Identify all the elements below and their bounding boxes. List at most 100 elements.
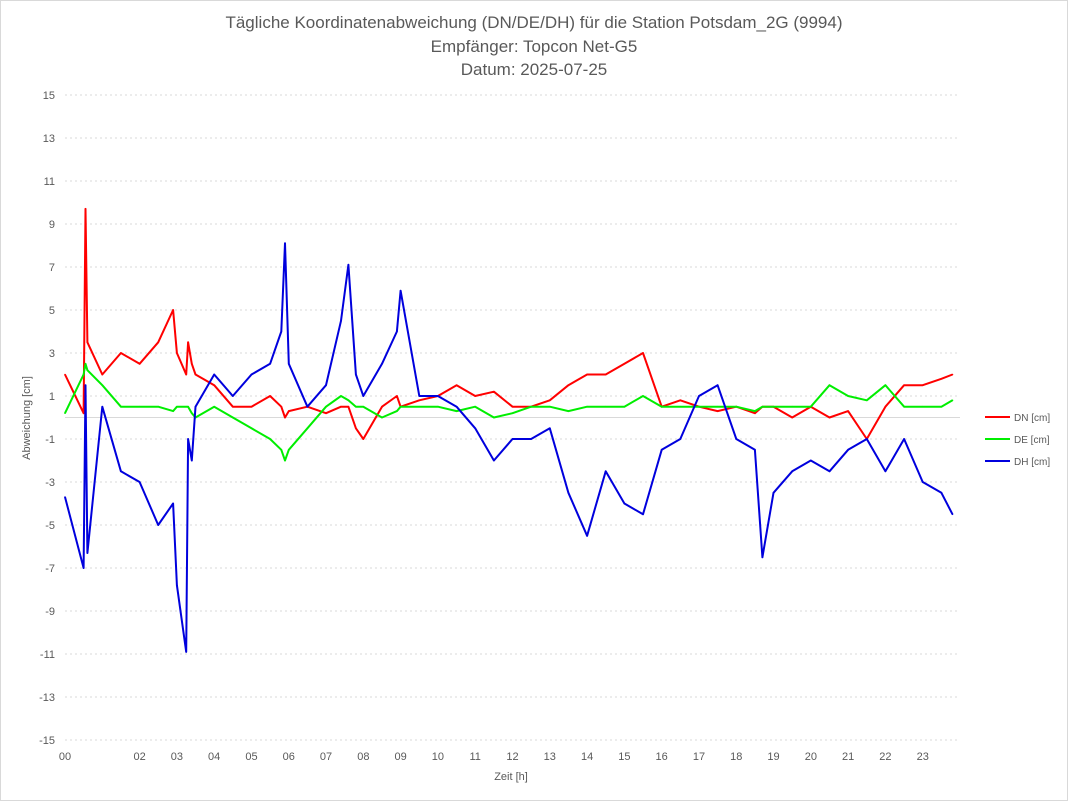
x-axis-label: Zeit [h] [494,771,528,783]
x-tick-label: 09 [395,751,407,763]
data-point [194,405,197,408]
y-tick-label: -9 [45,606,55,618]
data-point [191,412,193,415]
data-point [951,373,954,376]
legend-label: DN [cm] [1014,413,1050,424]
data-point [340,320,342,322]
data-point [172,502,174,505]
data-point [250,427,253,430]
data-point [604,405,607,408]
data-point [623,502,626,505]
x-tick-label: 21 [842,751,854,763]
gridlines [65,94,960,741]
data-point [642,395,644,397]
data-point [191,363,193,365]
data-point [381,405,383,408]
data-point [455,384,458,387]
data-point [549,427,551,430]
data-point [623,405,626,408]
data-point [940,378,943,380]
data-point [176,405,178,408]
data-point [921,384,924,387]
data-point [921,481,924,483]
data-point [754,412,756,415]
x-tick-label: 23 [917,751,929,763]
data-point [138,405,141,408]
data-point [84,208,87,210]
data-point [761,405,764,408]
y-tick-label: 15 [43,90,55,102]
data-point [84,384,87,387]
data-point [754,410,756,412]
data-point [735,438,738,440]
x-tick-label: 14 [581,751,593,763]
y-tick-label: 3 [49,348,55,360]
x-tick-label: 10 [432,751,444,763]
x-tick-label: 13 [544,751,556,763]
x-tick-label: 17 [693,751,705,763]
data-point [716,410,719,412]
x-tick-label: 12 [506,751,518,763]
data-point [362,395,365,397]
data-point [232,405,234,408]
data-point [288,449,290,451]
data-point [396,330,398,333]
data-point [250,405,253,408]
data-point [474,427,477,430]
data-point [660,405,663,408]
data-point [586,535,588,537]
data-point [493,459,495,462]
data-point [82,412,85,415]
x-axis-ticks: 00 02 03 04 05 06 07 08 09 10 11 12 13 14 15 16 17 18 19 20… [59,751,929,763]
data-point [187,438,189,440]
data-point [455,410,458,412]
data-point [194,373,197,376]
data-point [187,341,189,344]
data-point [903,384,905,387]
x-tick-label: 00 [59,751,71,763]
data-point [269,438,271,440]
data-point [381,416,383,419]
data-point [381,363,383,365]
data-point [761,556,764,559]
y-tick-label: -7 [45,563,55,575]
data-point [567,410,570,412]
data-point [362,405,365,408]
series-lines [64,207,954,653]
y-tick-label: -13 [39,692,55,704]
data-point [493,390,495,393]
data-point [567,492,570,494]
x-tick-label: 07 [320,751,332,763]
x-tick-label: 20 [805,751,817,763]
y-tick-label: 5 [49,305,55,317]
x-tick-label: 03 [171,751,183,763]
y-tick-label: -5 [45,520,55,532]
data-point [347,405,350,408]
x-tick-label: 02 [133,751,145,763]
data-point [340,395,342,397]
y-axis-ticks: 15 13 11 9 7 5 3 1 -1 -3 -5 -7 -9 -11 -13 -15 [39,90,55,747]
data-point [213,384,215,387]
data-point [791,416,793,419]
data-point [213,373,215,376]
data-point [340,405,342,408]
data-point [698,395,700,397]
data-point [280,405,283,408]
data-point [172,309,174,311]
data-point [866,438,868,440]
data-point [120,352,122,354]
y-tick-label: 1 [49,391,55,403]
data-point [604,373,607,376]
data-point [940,492,943,494]
data-point [847,410,849,412]
x-tick-label: 06 [283,751,295,763]
data-point [772,492,775,494]
data-point [437,395,439,397]
legend-label: DH [cm] [1014,457,1050,468]
data-point [810,405,812,408]
data-point [474,405,477,408]
data-point [642,352,644,354]
data-point [284,459,286,462]
data-point [176,352,178,354]
data-point [399,405,402,408]
